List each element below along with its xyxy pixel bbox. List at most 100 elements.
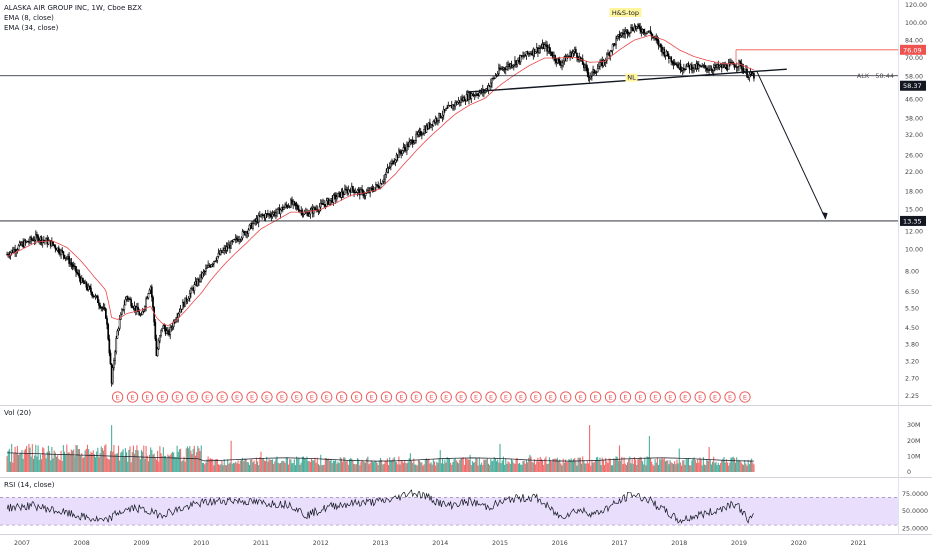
volume-bar (92, 450, 94, 472)
volume-bar (679, 462, 681, 472)
price-candle (386, 168, 389, 173)
earnings-marker[interactable] (111, 391, 124, 403)
earnings-marker[interactable] (560, 391, 572, 403)
earnings-marker[interactable] (306, 391, 318, 403)
price-candle (705, 67, 708, 71)
earnings-marker[interactable] (201, 391, 213, 403)
earnings-marker[interactable] (410, 391, 422, 403)
earnings-marker[interactable] (425, 391, 437, 403)
earnings-marker[interactable] (440, 391, 452, 403)
volume-bar (358, 459, 360, 472)
volume-bar (547, 463, 549, 472)
earnings-marker-label: E (280, 393, 284, 401)
volume-bar (706, 458, 708, 472)
earnings-marker[interactable] (141, 391, 154, 403)
earnings-marker[interactable] (545, 391, 557, 403)
volume-legend[interactable]: Vol (20) (4, 409, 32, 417)
earnings-marker[interactable] (589, 391, 602, 403)
earnings-marker[interactable] (336, 391, 348, 403)
volume-bar (253, 460, 255, 472)
price-candle (670, 56, 673, 62)
earnings-marker[interactable] (156, 391, 169, 403)
earnings-marker[interactable] (171, 391, 184, 403)
earnings-marker[interactable] (216, 391, 228, 403)
volume-bar (268, 459, 270, 472)
volume-bar (540, 458, 542, 472)
volume-bar (728, 465, 730, 472)
volume-bar (648, 436, 650, 472)
volume-bar (190, 450, 192, 472)
volume-bar (686, 459, 688, 472)
price-candle (406, 143, 408, 151)
pattern-label[interactable]: H&S-top (612, 9, 639, 17)
volume-bar (671, 463, 673, 472)
ema-fast-legend[interactable]: EMA (8, close) (4, 14, 54, 22)
volume-bar (216, 459, 218, 472)
volume-bar (55, 456, 58, 472)
earnings-marker-label: E (519, 393, 523, 401)
earnings-marker[interactable] (604, 391, 617, 403)
earnings-marker[interactable] (261, 391, 273, 403)
earnings-marker[interactable] (694, 391, 706, 403)
rsi-legend[interactable]: RSI (14, close) (4, 481, 55, 489)
volume-bar (560, 463, 562, 472)
earnings-marker[interactable] (365, 391, 378, 403)
earnings-marker[interactable] (276, 391, 288, 403)
earnings-marker[interactable] (709, 391, 721, 403)
current-price-label[interactable]: ALK · 58.44 (857, 72, 894, 80)
volume-bar (562, 458, 564, 472)
volume-bar (355, 464, 357, 472)
target-price-tag[interactable]: 13.35 (903, 217, 922, 225)
price-candle (248, 224, 251, 231)
volume-bar (146, 455, 148, 472)
earnings-marker[interactable] (649, 391, 661, 403)
earnings-marker[interactable] (515, 391, 527, 403)
volume-bar (607, 463, 609, 472)
earnings-marker[interactable] (380, 391, 393, 403)
earnings-marker[interactable] (619, 391, 632, 403)
earnings-marker[interactable] (724, 391, 736, 403)
earnings-marker[interactable] (739, 391, 751, 403)
earnings-marker[interactable] (455, 391, 467, 403)
volume-bar (485, 459, 487, 472)
earnings-marker[interactable] (231, 391, 243, 403)
neckline-label[interactable]: NL (627, 74, 636, 82)
resistance-tag[interactable]: 76.09 (903, 46, 922, 54)
earnings-marker[interactable] (485, 391, 497, 403)
earnings-marker-label: E (743, 393, 747, 401)
price-candle (85, 281, 88, 288)
volume-bar (621, 456, 623, 472)
volume-bar (147, 461, 149, 472)
price-candle (68, 256, 70, 264)
volume-bar (313, 460, 315, 472)
earnings-marker[interactable] (246, 391, 258, 403)
earnings-marker[interactable] (186, 391, 198, 403)
earnings-marker[interactable] (470, 391, 482, 403)
earnings-marker[interactable] (679, 391, 691, 403)
earnings-marker[interactable] (395, 391, 408, 403)
earnings-marker[interactable] (126, 391, 139, 403)
earnings-marker[interactable] (291, 391, 303, 403)
volume-bar (518, 462, 521, 472)
price-candle (106, 318, 108, 325)
price-candle (215, 260, 218, 262)
volume-bar (612, 465, 614, 472)
ema-slow-legend[interactable]: EMA (34, close) (4, 24, 59, 32)
earnings-marker[interactable] (634, 391, 647, 403)
earnings-marker[interactable] (500, 391, 512, 403)
symbol-title[interactable]: ALASKA AIR GROUP INC, 1W, Cboe BZX (4, 4, 142, 12)
earnings-marker[interactable] (575, 391, 587, 403)
earnings-marker[interactable] (350, 391, 363, 403)
earnings-marker[interactable] (664, 391, 676, 403)
earnings-marker[interactable] (321, 391, 333, 403)
volume-bar (583, 460, 585, 472)
volume-bar (112, 451, 114, 472)
price-candle (369, 187, 372, 193)
volume-bar (284, 462, 286, 472)
price-candle (511, 65, 514, 68)
price-candle (691, 64, 693, 71)
volume-bar (567, 462, 569, 472)
current-price-tag[interactable]: 58.37 (903, 82, 922, 90)
earnings-marker[interactable] (530, 391, 542, 403)
